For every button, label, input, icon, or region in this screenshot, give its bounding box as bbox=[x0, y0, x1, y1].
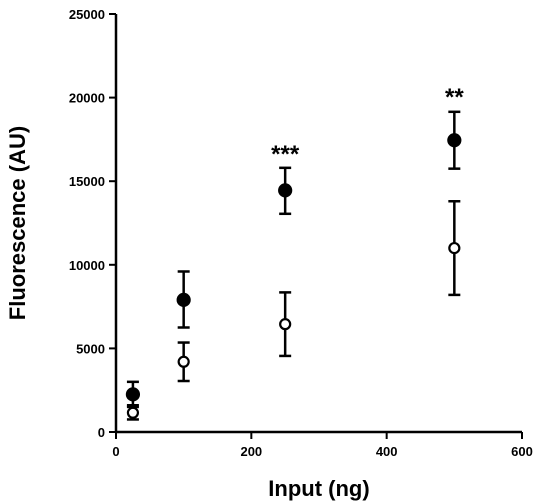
annotations: ***** bbox=[271, 84, 464, 168]
data-point-filled bbox=[176, 292, 191, 308]
y-tick-label: 10000 bbox=[69, 258, 105, 273]
data-point-open bbox=[448, 241, 461, 255]
x-tick-label: 200 bbox=[240, 444, 262, 459]
axes bbox=[114, 14, 522, 434]
data-point-open bbox=[279, 318, 292, 331]
data-point-filled bbox=[125, 387, 141, 402]
y-tick-label: 25000 bbox=[69, 7, 105, 22]
data-point-open bbox=[177, 355, 190, 368]
ticks: 0 200 400 600 0 5000 10000 15000 20000 25000 bbox=[69, 7, 533, 459]
y-tick-label: 20000 bbox=[69, 91, 105, 106]
data-point-filled bbox=[447, 133, 462, 148]
significance-marker: *** bbox=[271, 141, 300, 168]
y-tick-label: 5000 bbox=[76, 341, 105, 356]
data-point-open bbox=[126, 406, 140, 419]
x-tick-label: 600 bbox=[511, 444, 533, 459]
y-tick-label: 15000 bbox=[69, 174, 105, 189]
x-tick-label: 400 bbox=[376, 444, 398, 459]
data-points bbox=[125, 133, 462, 419]
significance-marker: ** bbox=[445, 84, 464, 111]
x-axis-title: Input (ng) bbox=[268, 476, 369, 501]
data-point-filled bbox=[278, 183, 293, 198]
y-axis-title: Fluorescence (AU) bbox=[5, 126, 30, 320]
x-tick-label: 0 bbox=[112, 444, 119, 459]
y-tick-label: 0 bbox=[98, 425, 105, 440]
